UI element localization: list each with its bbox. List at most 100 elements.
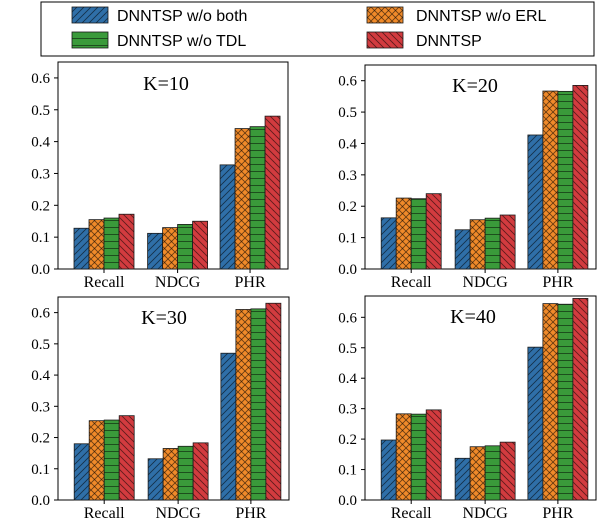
bar-recall-s2 xyxy=(395,197,412,270)
bar-phr-s3 xyxy=(557,90,574,270)
y-tick-label: 0.6 xyxy=(338,310,357,326)
bar-ndcg-s3 xyxy=(177,445,194,501)
x-tick-label: NDCG xyxy=(462,274,508,291)
x-tick-label: NDCG xyxy=(155,505,201,522)
chart-panel-4: 0.0 0.1 0.2 0.3 0.4 0.5 0.6 Recall NDCG PHR K=40 xyxy=(338,295,597,522)
chart-panel-3: 0.0 0.1 0.2 0.3 0.4 0.5 0.6 Recall NDCG PHR K=30 xyxy=(31,296,290,522)
y-tick-label: 0.4 xyxy=(31,368,50,384)
bar-ndcg-s3 xyxy=(177,224,194,270)
bar-ndcg-s3 xyxy=(484,217,501,270)
bar-phr-s4 xyxy=(265,302,282,501)
bar-phr-s4 xyxy=(572,85,589,270)
bar-recall-s1 xyxy=(380,439,397,501)
panel-title: K=30 xyxy=(141,307,187,329)
y-tick-label: 0.4 xyxy=(31,135,50,151)
bar-ndcg-s2 xyxy=(162,227,179,270)
y-tick-label: 0.5 xyxy=(338,105,357,121)
bar-recall-s3 xyxy=(103,419,120,501)
bar-recall-s3 xyxy=(410,413,427,501)
bar-recall-s3 xyxy=(410,198,427,270)
bar-recall-s4 xyxy=(118,415,135,501)
y-tick-label: 0.4 xyxy=(338,371,357,387)
legend-swatch-dnntsp xyxy=(366,31,404,49)
chart-panel-2: 0.0 0.1 0.2 0.3 0.4 0.5 0.6 Recall NDCG PHR K=20 xyxy=(338,64,597,291)
legend-swatch-wo-tdl xyxy=(71,31,109,49)
bar-phr-s1 xyxy=(527,134,544,270)
x-tick-label: Recall xyxy=(84,274,125,291)
y-tick-label: 0.3 xyxy=(338,402,357,418)
bar-phr-s1 xyxy=(527,346,544,501)
y-tick-label: 0.4 xyxy=(338,136,357,152)
bar-ndcg-s4 xyxy=(499,441,516,501)
y-tick-label: 0.3 xyxy=(31,166,50,182)
y-tick-label: 0.0 xyxy=(338,493,357,509)
bar-recall-s1 xyxy=(73,227,90,270)
panel-title: K=20 xyxy=(452,75,498,97)
y-tick-label: 0.2 xyxy=(338,199,357,215)
bar-phr-s2 xyxy=(542,90,559,270)
y-tick-label: 0.6 xyxy=(338,74,357,90)
bar-phr-s3 xyxy=(249,126,266,270)
legend-label-wo-tdl: DNNTSP w/o TDL xyxy=(117,33,246,50)
bar-phr-s2 xyxy=(235,309,252,501)
bar-ndcg-s2 xyxy=(469,219,486,270)
y-tick-label: 0.1 xyxy=(31,462,50,478)
bar-recall-s3 xyxy=(103,217,120,270)
bar-phr-s3 xyxy=(250,308,267,501)
y-tick-label: 0.1 xyxy=(338,231,357,247)
y-tick-label: 0.2 xyxy=(31,198,50,214)
bar-phr-s3 xyxy=(557,303,574,501)
x-tick-label: PHR xyxy=(542,505,573,522)
bar-recall-s2 xyxy=(88,219,105,270)
bar-phr-s2 xyxy=(542,303,559,501)
bar-recall-s1 xyxy=(380,217,397,270)
legend-swatch-wo-both xyxy=(71,6,109,24)
bar-recall-s4 xyxy=(118,213,135,270)
bar-ndcg-s2 xyxy=(162,448,179,501)
legend-swatch-wo-erl xyxy=(366,6,404,24)
x-tick-label: PHR xyxy=(235,505,266,522)
bar-phr-s2 xyxy=(234,128,251,270)
legend-label-wo-both: DNNTSP w/o both xyxy=(117,8,247,25)
bar-ndcg-s1 xyxy=(454,457,471,501)
x-tick-label: Recall xyxy=(84,505,125,522)
x-tick-label: Recall xyxy=(391,505,432,522)
bar-recall-s4 xyxy=(425,409,442,501)
panel-title: K=10 xyxy=(143,73,189,95)
bar-phr-s4 xyxy=(264,115,281,270)
legend-label-wo-erl: DNNTSP w/o ERL xyxy=(416,8,547,25)
bar-ndcg-s4 xyxy=(192,220,209,270)
x-tick-label: PHR xyxy=(234,274,265,291)
x-tick-label: NDCG xyxy=(462,505,508,522)
y-tick-label: 0.3 xyxy=(31,399,50,415)
bar-ndcg-s1 xyxy=(147,232,164,270)
y-tick-label: 0.5 xyxy=(31,337,50,353)
bar-recall-s2 xyxy=(88,420,105,501)
y-tick-label: 0.2 xyxy=(338,432,357,448)
x-tick-label: Recall xyxy=(391,274,432,291)
y-tick-label: 0.0 xyxy=(338,262,357,278)
bar-ndcg-s4 xyxy=(192,442,209,501)
bar-phr-s1 xyxy=(219,164,236,270)
x-tick-label: PHR xyxy=(542,274,573,291)
y-tick-label: 0.5 xyxy=(338,341,357,357)
bar-ndcg-s1 xyxy=(454,229,471,270)
y-tick-label: 0.0 xyxy=(31,493,50,509)
bar-ndcg-s4 xyxy=(499,214,516,270)
bar-ndcg-s3 xyxy=(484,445,501,501)
y-tick-label: 0.6 xyxy=(31,306,50,322)
legend-label-dnntsp: DNNTSP xyxy=(416,33,482,50)
y-tick-label: 0.0 xyxy=(31,262,50,278)
bar-recall-s1 xyxy=(73,443,90,501)
bar-ndcg-s2 xyxy=(469,446,486,501)
bar-phr-s4 xyxy=(572,298,589,501)
y-tick-label: 0.6 xyxy=(31,71,50,87)
y-tick-label: 0.3 xyxy=(338,168,357,184)
y-tick-label: 0.1 xyxy=(338,463,357,479)
bar-recall-s4 xyxy=(425,193,442,270)
panel-title: K=40 xyxy=(450,306,496,328)
bar-phr-s1 xyxy=(220,352,237,501)
y-tick-label: 0.2 xyxy=(31,431,50,447)
bar-ndcg-s1 xyxy=(147,458,164,501)
